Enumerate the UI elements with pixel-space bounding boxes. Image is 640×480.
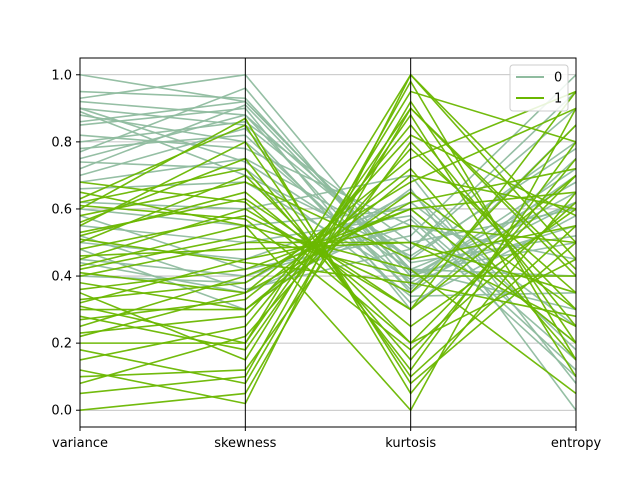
series-0-line: [79, 73, 577, 274]
series-1-line: [79, 124, 577, 385]
series-1-line: [79, 147, 577, 385]
series-1-line: [79, 201, 577, 351]
plot-frame: [79, 57, 577, 428]
series-1-line: [79, 191, 577, 328]
axes-layer: [79, 57, 577, 428]
series-0-line: [79, 104, 577, 278]
series-0-line: [79, 100, 577, 277]
x-axis-label-skewness: skewness: [214, 436, 276, 451]
series-0-line: [79, 107, 577, 251]
series-1-line: [79, 107, 577, 301]
series-1-line: [79, 191, 577, 311]
y-tick-label: 0.4: [51, 270, 72, 285]
y-tick-label: 0.8: [51, 135, 72, 150]
series-0-line: [79, 90, 577, 291]
y-ticks: 0.0 0.2 0.4 0.6 0.8 1.0: [51, 68, 80, 419]
data-lines: [79, 73, 577, 412]
y-tick-label: 0.0: [51, 404, 72, 419]
series-1-line: [79, 167, 577, 361]
x-axis-label-kurtosis: kurtosis: [385, 436, 436, 451]
legend-label-1: 1: [554, 92, 562, 107]
series-0-line: [79, 174, 577, 384]
y-tick-label: 1.0: [51, 68, 72, 83]
series-0-line: [79, 74, 577, 271]
legend: 01: [509, 64, 569, 112]
y-tick-label: 0.2: [51, 337, 72, 352]
series-0-line: [79, 110, 577, 257]
x-axis-label-variance: variance: [52, 436, 108, 451]
series-1-line: [79, 238, 577, 318]
legend-label-0: 0: [554, 71, 562, 86]
series-1-line: [79, 141, 577, 372]
y-tick-label: 0.6: [51, 202, 72, 217]
series-1-line: [79, 167, 577, 294]
series-1-line: [79, 181, 577, 261]
series-0-line: [79, 87, 577, 288]
series-1-line: [79, 107, 577, 345]
series-1-line: [79, 241, 577, 328]
x-axis-labels: variance skewness kurtosis entropy: [52, 427, 601, 451]
x-axis-label-entropy: entropy: [551, 436, 602, 451]
